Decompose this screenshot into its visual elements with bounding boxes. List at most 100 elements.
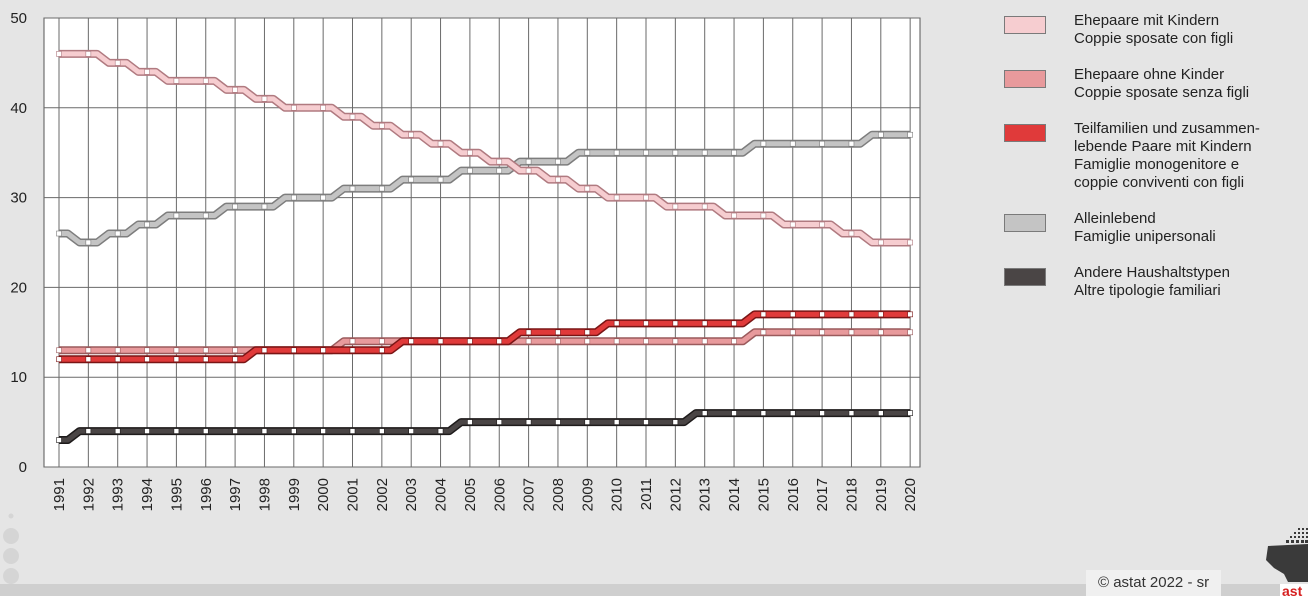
data-point <box>56 347 62 354</box>
data-point <box>85 356 92 363</box>
data-point <box>408 338 415 345</box>
data-point <box>584 338 591 345</box>
data-point <box>349 113 356 120</box>
data-point <box>437 140 444 147</box>
data-point <box>290 105 297 111</box>
legend-label-line: coppie conviventi con figli <box>1074 174 1245 191</box>
x-tick-label: 2009 <box>579 478 596 511</box>
data-point <box>349 338 356 345</box>
data-point <box>349 347 356 354</box>
data-point <box>290 428 297 434</box>
data-point <box>672 320 679 327</box>
data-point <box>760 212 767 219</box>
data-point <box>613 194 620 201</box>
data-point <box>85 428 92 434</box>
x-tick-label: 1999 <box>286 478 303 511</box>
x-tick-label: 2011 <box>638 478 655 510</box>
data-point <box>907 410 913 416</box>
data-point <box>320 428 326 434</box>
data-point <box>731 149 737 156</box>
data-point <box>202 356 209 363</box>
data-point <box>437 176 444 183</box>
data-point <box>202 428 209 434</box>
decorative-circles <box>3 513 19 584</box>
series-line-fill <box>59 51 911 245</box>
data-point <box>555 419 561 425</box>
data-point <box>555 176 561 183</box>
data-point <box>173 347 180 354</box>
data-point <box>613 149 620 156</box>
data-point <box>525 419 532 425</box>
data-point <box>202 347 209 354</box>
data-point <box>114 60 121 66</box>
data-point <box>56 51 62 57</box>
legend-label: Alleinlebend Famiglie unipersonali <box>1074 210 1304 246</box>
data-point <box>379 185 385 192</box>
data-point <box>613 419 620 425</box>
data-point <box>643 338 649 345</box>
data-point <box>613 338 620 345</box>
data-point <box>261 428 268 434</box>
data-point <box>584 419 591 425</box>
data-point <box>496 167 503 174</box>
data-point <box>379 122 385 129</box>
data-point <box>701 149 708 156</box>
data-point <box>701 320 708 327</box>
data-point <box>760 311 767 318</box>
data-point <box>672 149 679 156</box>
x-tick-label: 2008 <box>550 478 567 511</box>
data-point <box>232 347 238 354</box>
data-point <box>525 158 532 165</box>
legend-label-line: Famiglie unipersonali <box>1074 228 1216 245</box>
data-point <box>877 329 884 336</box>
data-point <box>496 158 503 165</box>
data-point <box>261 347 268 354</box>
data-point <box>290 194 297 201</box>
x-tick-label: 2013 <box>697 478 714 511</box>
data-point <box>232 203 238 210</box>
data-point <box>349 185 356 192</box>
data-point <box>232 87 238 93</box>
copyright-notice: © astat 2022 - sr <box>1086 570 1222 596</box>
data-point <box>408 131 415 138</box>
data-point <box>848 311 855 318</box>
y-tick-label: 0 <box>19 459 27 476</box>
data-point <box>202 78 209 84</box>
x-tick-label: 2002 <box>374 478 391 511</box>
data-point <box>525 167 532 174</box>
x-tick-label: 1997 <box>227 478 244 511</box>
legend-item-1: Ehepaare mit Kindern Coppie sposate con f… <box>1004 12 1304 48</box>
legend-item-4: Alleinlebend Famiglie unipersonali <box>1004 210 1304 246</box>
x-tick-label: 2006 <box>491 478 508 511</box>
legend-swatch <box>1004 214 1046 232</box>
legend-label: Andere Haushaltstypen Altre tipologie fam… <box>1074 264 1304 300</box>
x-tick-label: 2010 <box>609 478 626 511</box>
data-point <box>848 410 855 416</box>
data-point <box>877 410 884 416</box>
legend-label-line: Andere Haushaltstypen <box>1074 264 1230 281</box>
legend-label-line: Alleinlebend <box>1074 210 1156 227</box>
data-point <box>261 96 268 102</box>
data-point <box>408 176 415 183</box>
x-tick-label: 1995 <box>168 478 185 511</box>
data-point <box>848 230 855 237</box>
data-point <box>907 329 913 336</box>
legend: Ehepaare mit Kindern Coppie sposate con f… <box>1004 12 1304 318</box>
y-tick-label: 30 <box>10 190 27 207</box>
data-point <box>467 419 473 425</box>
legend-swatch <box>1004 268 1046 286</box>
legend-label-line: Famiglie monogenitore e <box>1074 156 1240 173</box>
data-point <box>555 338 561 345</box>
x-tick-label: 1994 <box>139 478 156 511</box>
data-point <box>760 410 767 416</box>
data-point <box>85 347 92 354</box>
footer-bar <box>0 584 1308 596</box>
data-point <box>731 320 737 327</box>
data-point <box>789 140 796 147</box>
data-point <box>114 230 121 237</box>
series-line-4 <box>56 130 913 247</box>
x-tick-label: 1992 <box>80 478 97 511</box>
legend-label-line: Coppie sposate senza figli <box>1074 84 1250 101</box>
data-point <box>232 356 238 363</box>
x-tick-label: 2019 <box>873 478 890 511</box>
